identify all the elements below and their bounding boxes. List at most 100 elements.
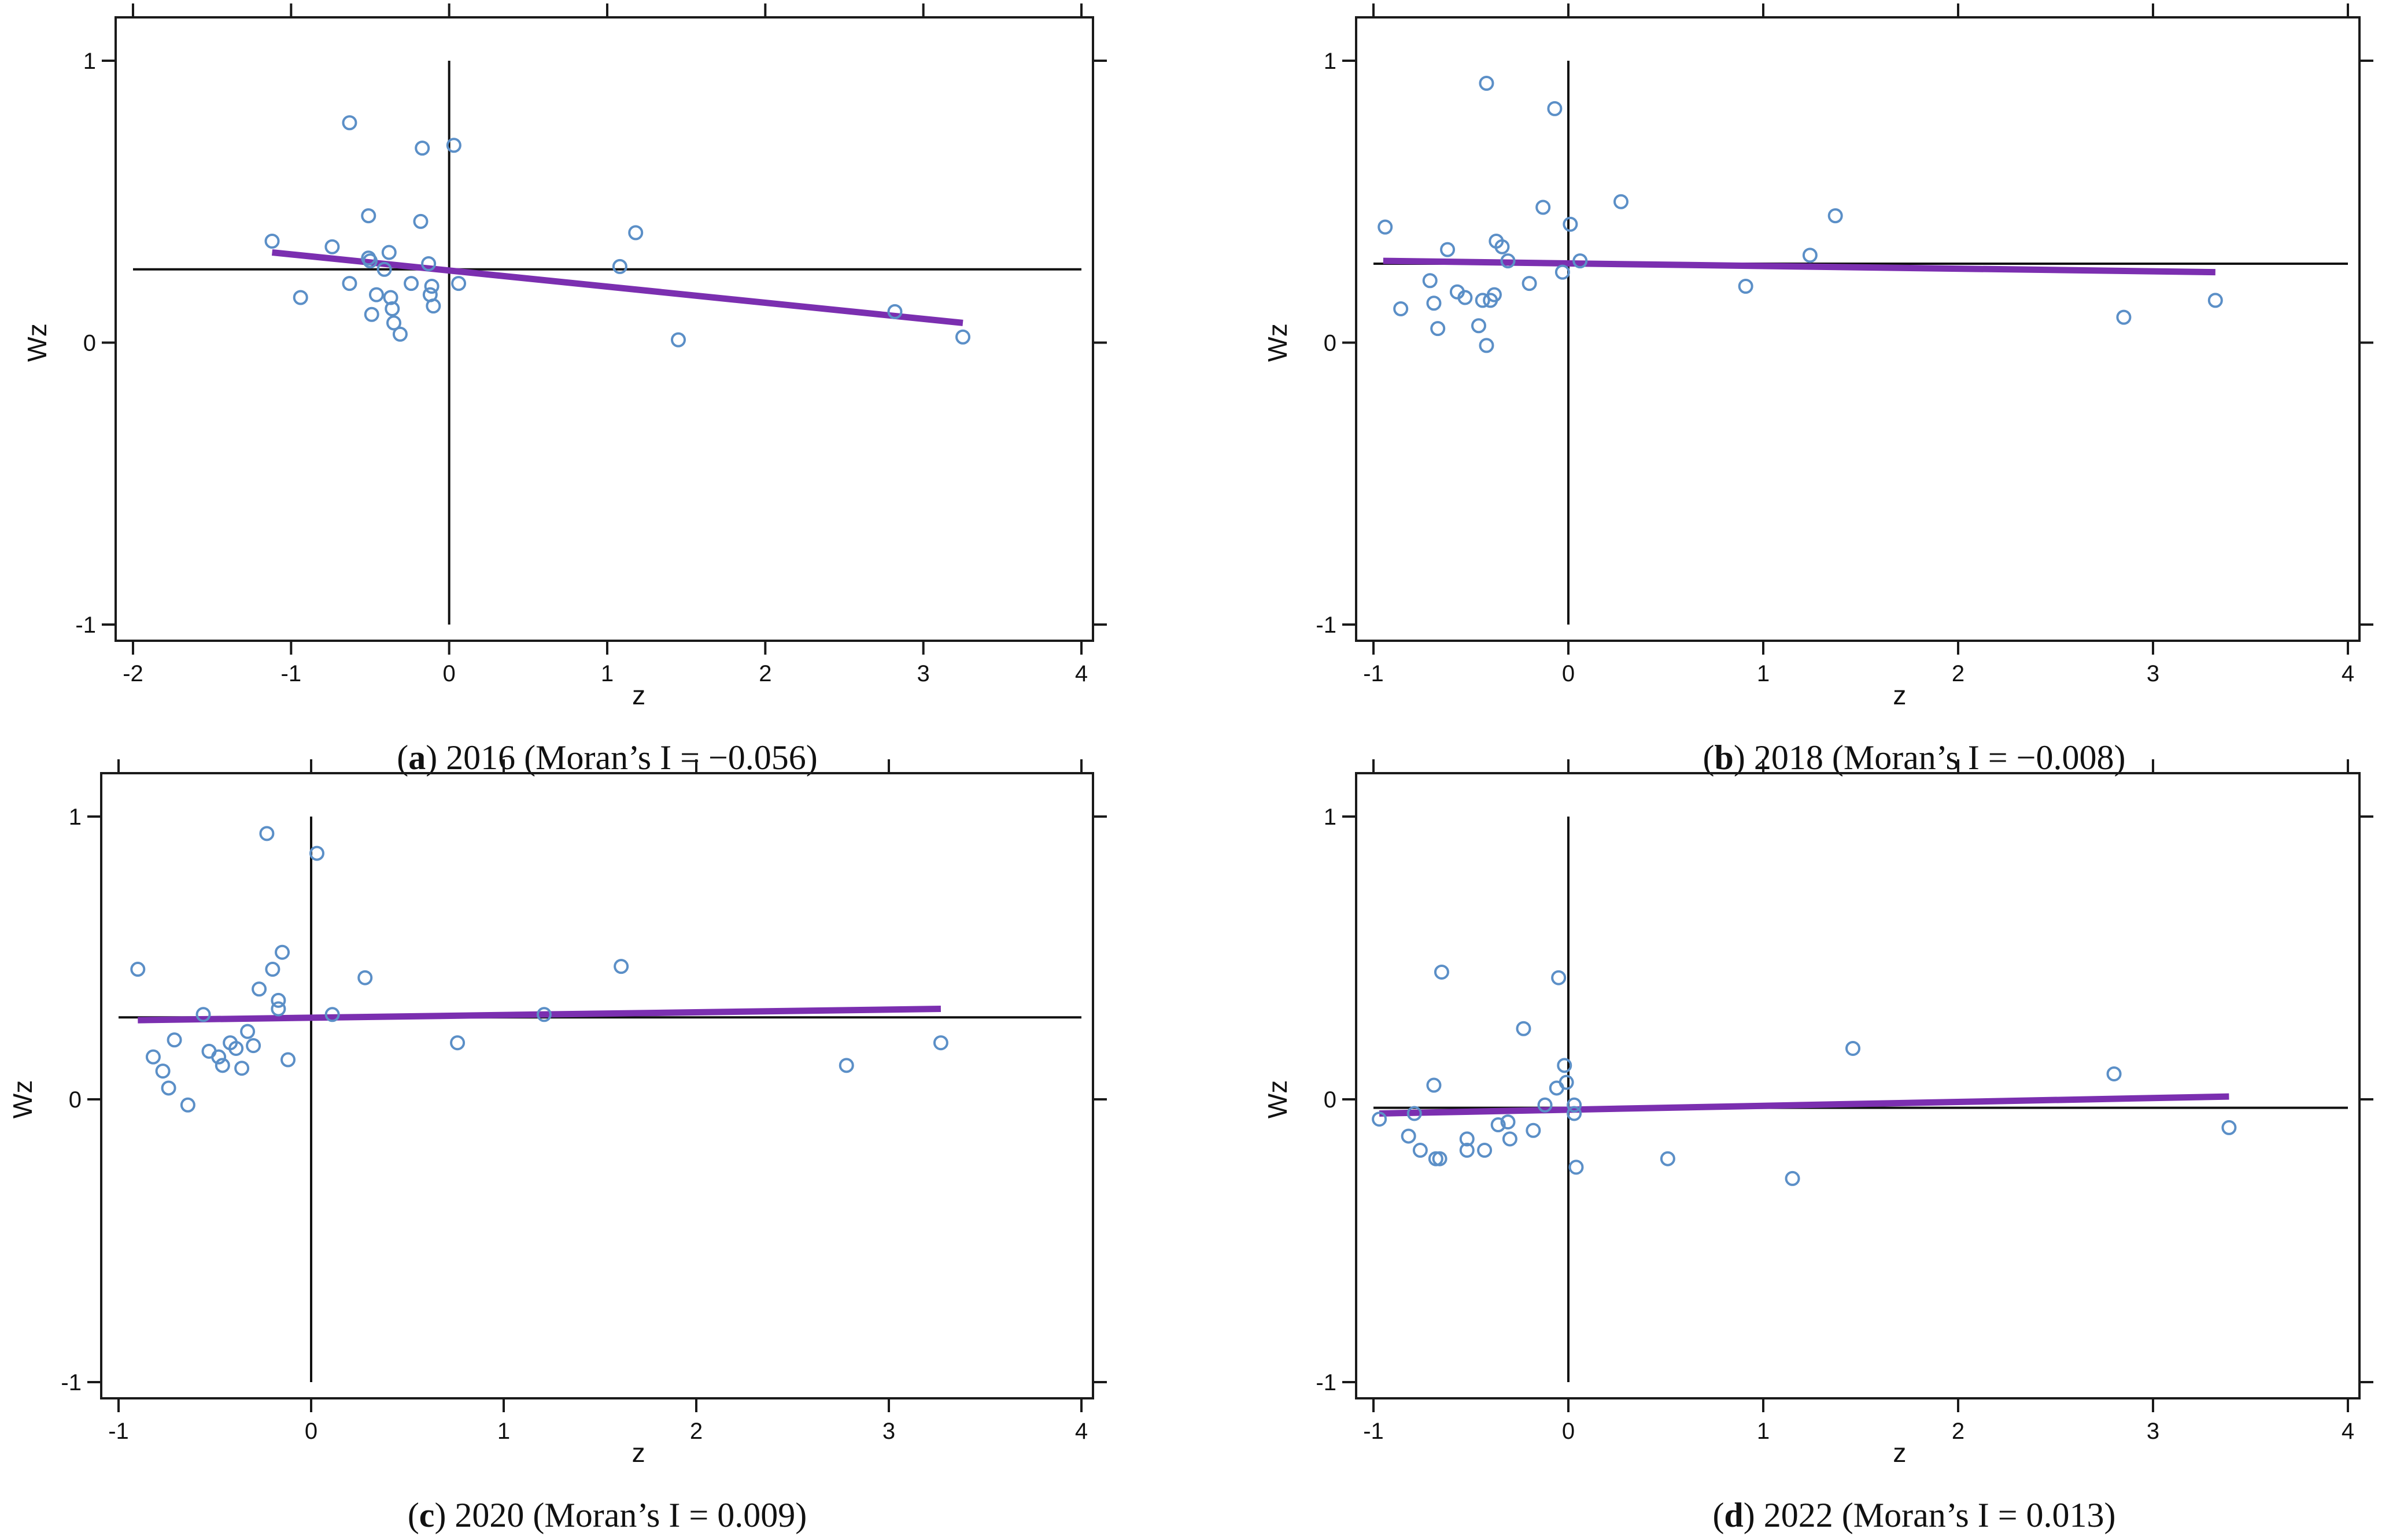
panel-c-data-point <box>246 1038 261 1054</box>
panel-c-caption-open: ( <box>408 1496 419 1534</box>
panel-c-data-point <box>265 962 280 977</box>
panel-c-x-tick-label: 4 <box>1075 1419 1088 1444</box>
panel-b-data-point <box>1494 239 1510 254</box>
panel-c-x-tick-label: 0 <box>305 1419 317 1444</box>
panel-a-data-point <box>887 304 903 319</box>
panel-a-data-point <box>421 256 437 271</box>
panel-c: -1 0 1 2 3 4 -1 0 1 z Wz (c) 2020 (Moran’s I = 0.00… <box>8 759 1107 1534</box>
panel-c-data-point <box>252 981 267 997</box>
panel-b-data-point <box>1393 301 1409 316</box>
panel-a-data-point <box>342 276 357 291</box>
panel-b-data-point <box>1457 290 1473 305</box>
panel-d-data-point <box>1502 1131 1517 1147</box>
panel-d-y-tick-label: 1 <box>1324 804 1336 830</box>
panel-d-caption-open: ( <box>1712 1496 1724 1534</box>
panel-d-fit-line <box>1379 1093 2229 1117</box>
panel-b-data-point <box>1475 293 1490 308</box>
panel-a-caption-text: 2016 (Moran’s I = −0.056) <box>437 738 818 777</box>
panel-b-x-tick-label: 4 <box>2342 661 2354 686</box>
panel-d-data-point <box>2106 1066 2122 1081</box>
panel-a-data-point <box>446 138 461 153</box>
panel-a-plot-frame <box>115 16 1094 642</box>
panel-c-data-point <box>180 1097 195 1113</box>
panel-d-y-tick-label: 0 <box>1324 1087 1336 1113</box>
panel-a-data-point <box>264 234 280 249</box>
panel-d-data-point <box>1500 1114 1516 1130</box>
panel-b-data-point <box>1426 296 1442 311</box>
panel-d-data-point <box>1660 1151 1675 1166</box>
panel-d-data-point <box>1567 1106 1582 1121</box>
panel-d-caption-letter: d <box>1724 1496 1743 1534</box>
panel-a-y-tick-label: 0 <box>83 331 96 356</box>
panel-a-data-point <box>415 141 430 156</box>
panel-c-data-point <box>839 1058 854 1073</box>
panel-c-x-axis-label: z <box>632 1438 645 1468</box>
panel-c-data-point <box>450 1035 466 1051</box>
panel-c-data-point <box>240 1024 256 1039</box>
panel-d-data-point <box>1406 1106 1422 1121</box>
panel-b-x-tick-label: -1 <box>1363 661 1384 686</box>
panel-a-data-point <box>361 208 376 224</box>
panel-d-x-tick-label: -1 <box>1363 1419 1384 1444</box>
panel-c-data-point <box>933 1035 948 1051</box>
panel-c-data-point <box>536 1007 552 1022</box>
panel-c-data-point <box>145 1049 161 1065</box>
panel-d: -1 0 1 2 3 4 -1 0 1 z Wz (d) 2022 (Moran’s I = 0.01… <box>1262 759 2373 1534</box>
panel-d-data-point <box>1551 970 1567 985</box>
panel-d-data-point <box>1372 1111 1387 1127</box>
panel-a-x-tick-label: 1 <box>601 661 614 686</box>
panel-a-data-point <box>363 253 378 269</box>
panel-d-data-point <box>1559 1074 1574 1090</box>
panel-b-caption: (b) 2018 (Moran’s I = −0.008) <box>1703 738 2126 777</box>
panel-c-data-point <box>271 1001 286 1017</box>
panel-b-data-point <box>1479 76 1494 91</box>
panel-b-y-axis-label: Wz <box>1262 323 1293 361</box>
panel-b-caption-open: ( <box>1703 738 1715 777</box>
panel-d-y-axis-label: Wz <box>1262 1080 1293 1118</box>
panel-d-data-point <box>1845 1040 1861 1056</box>
panel-d-data-point <box>1557 1058 1572 1073</box>
panel-c-data-point <box>280 1052 296 1068</box>
panel-a-x-tick-label: -2 <box>123 661 143 686</box>
panel-a-data-point <box>368 287 384 302</box>
panel-b-data-point <box>2116 309 2132 325</box>
panel-d-data-point <box>1459 1131 1475 1147</box>
panel-a-y-tick-label: -1 <box>75 612 96 638</box>
panel-b-y-tick-label: -1 <box>1316 612 1336 638</box>
panel-b-y-tick-label: 1 <box>1324 49 1336 74</box>
panel-a-data-point <box>293 290 308 305</box>
panel-a-data-point <box>324 239 340 254</box>
panel-b-data-point <box>1547 101 1563 116</box>
panel-b-data-point <box>1554 264 1570 280</box>
panel-b-data-point <box>1430 321 1446 337</box>
panel-a-data-point <box>426 298 441 314</box>
panel-a-data-point <box>424 279 440 294</box>
panel-a-data-point <box>671 332 686 348</box>
panel-c-data-point <box>161 1080 176 1096</box>
panel-d-x-tick-label: 0 <box>1562 1419 1575 1444</box>
panel-a-caption-close: ) <box>426 738 437 777</box>
panel-c-y-tick-label: 0 <box>69 1087 82 1113</box>
panel-a-y-tick-label: 1 <box>83 49 96 74</box>
panel-c-data-point <box>309 845 324 861</box>
panel-d-data-point <box>1432 1151 1447 1166</box>
panel-a-caption-open: ( <box>397 738 408 777</box>
panel-c-data-point <box>357 970 373 985</box>
panel-a-x-tick-label: 4 <box>1075 661 1088 686</box>
panel-b-data-point <box>1522 276 1537 291</box>
panel-b-caption-close: ) <box>1734 738 1745 777</box>
panel-c-data-point <box>228 1040 244 1056</box>
panel-d-x-tick-label: 3 <box>2147 1419 2159 1444</box>
panel-d-caption-text: 2022 (Moran’s I = 0.013) <box>1755 1496 2116 1534</box>
panel-b-x-tick-label: 2 <box>1952 661 1964 686</box>
panel-a-data-point <box>376 261 392 277</box>
panel-c-y-tick-label: -1 <box>61 1370 82 1395</box>
panel-a-data-point <box>413 213 429 229</box>
panel-d-data-point <box>1537 1097 1553 1113</box>
panel-d-y-tick-label: -1 <box>1316 1370 1336 1395</box>
panel-c-y-axis-label: Wz <box>8 1080 38 1118</box>
panel-d-x-tick-label: 4 <box>2342 1419 2354 1444</box>
panel-d-data-point <box>1426 1077 1442 1093</box>
